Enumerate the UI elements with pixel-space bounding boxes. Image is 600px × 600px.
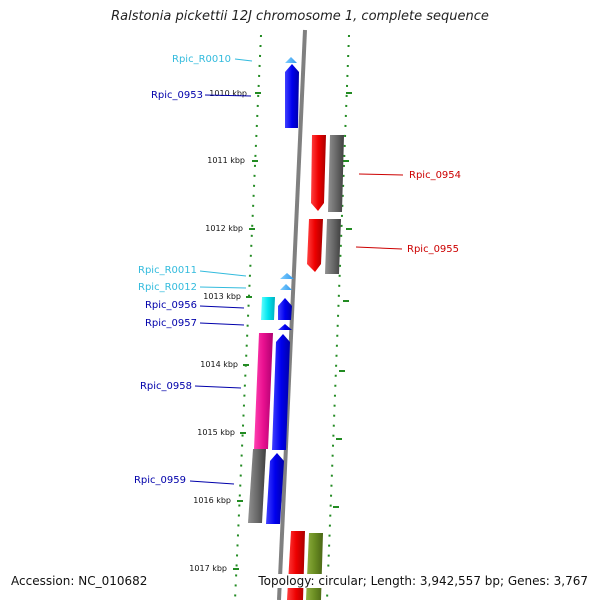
leader-line <box>234 58 253 62</box>
left-ruler-dotted-line <box>234 34 262 600</box>
gene-rpic-0959-blue[interactable] <box>266 453 284 524</box>
ruler-label-1017: 1017 kbp <box>189 564 227 573</box>
leader-line <box>199 305 245 309</box>
gene-label-rpic-0956[interactable]: Rpic_0956 <box>145 300 197 311</box>
ruler-label-1013: 1013 kbp <box>203 292 241 301</box>
leader-line <box>204 94 252 97</box>
right-ruler-dotted-line <box>326 34 350 600</box>
gene-label-rpic-0959[interactable]: Rpic_0959 <box>134 475 186 486</box>
gene-label-rpic-0958[interactable]: Rpic_0958 <box>140 381 192 392</box>
chromosome-axis <box>277 29 307 600</box>
leader-line <box>189 480 235 485</box>
gene-rpic-0959[interactable] <box>248 449 266 523</box>
gene-olive-bottom[interactable] <box>306 533 323 600</box>
gene-red-bottom[interactable] <box>287 531 305 600</box>
ruler-label-1015: 1015 kbp <box>197 428 235 437</box>
gene-rpic-0958-blue[interactable] <box>272 334 290 450</box>
accession-text: Accession: NC_010682 <box>9 574 150 588</box>
ruler-label-1014: 1014 kbp <box>200 360 238 369</box>
gene-label-rpic-r0012[interactable]: Rpic_R0012 <box>138 282 197 293</box>
leader-line <box>199 270 247 277</box>
ruler-ticks-left <box>233 92 261 570</box>
ruler-label-1016: 1016 kbp <box>193 496 231 505</box>
gene-rpic-r0011-rna[interactable] <box>280 273 294 279</box>
gene-rpic-0958[interactable] <box>254 333 273 449</box>
gene-label-rpic-0953[interactable]: Rpic_0953 <box>151 90 203 101</box>
gene-rpic-0953[interactable] <box>285 64 299 128</box>
leader-line <box>358 173 404 176</box>
ruler-label-1011: 1011 kbp <box>207 156 245 165</box>
leader-line <box>199 286 247 289</box>
ruler-ticks-right <box>333 92 352 508</box>
leader-line <box>199 322 245 326</box>
leader-line <box>194 385 242 389</box>
diagram-title: Ralstonia pickettii 12J chromosome 1, co… <box>111 9 489 24</box>
gene-label-rpic-r0011[interactable]: Rpic_R0011 <box>138 265 197 276</box>
gene-rpic-r0012-rna[interactable] <box>280 284 292 290</box>
gene-rpic-0956[interactable] <box>261 297 275 320</box>
gene-rpic-0955-gray[interactable] <box>325 219 341 274</box>
gene-label-rpic-0954[interactable]: Rpic_0954 <box>409 170 461 181</box>
gene-rpic-0954-gray[interactable] <box>328 135 344 212</box>
gene-rpic-0957[interactable] <box>278 298 292 320</box>
gene-rpic-0957-arrow[interactable] <box>278 324 292 330</box>
sequence-summary-text: Topology: circular; Length: 3,942,557 bp… <box>256 574 590 588</box>
gene-label-rpic-r0010[interactable]: Rpic_R0010 <box>172 54 231 65</box>
gene-label-rpic-0957[interactable]: Rpic_0957 <box>145 318 197 329</box>
gene-label-rpic-0955[interactable]: Rpic_0955 <box>407 244 459 255</box>
ruler-label-1012: 1012 kbp <box>205 224 243 233</box>
gene-rpic-r0010-rna[interactable] <box>285 57 297 63</box>
gene-rpic-0955[interactable] <box>307 219 323 272</box>
gene-rpic-0954[interactable] <box>311 135 326 211</box>
leader-line <box>355 246 403 250</box>
ruler-label-1010: 1010 kbp <box>209 89 247 98</box>
